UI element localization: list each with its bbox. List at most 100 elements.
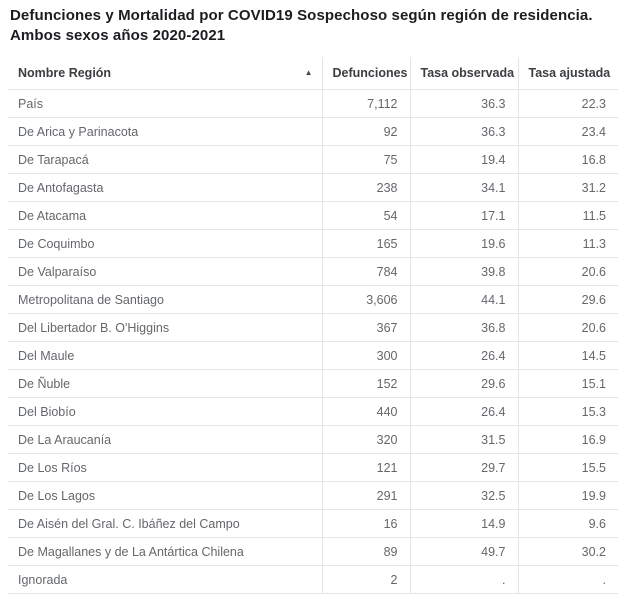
value-cell: 19.4 bbox=[409, 145, 518, 174]
region-name-cell: País bbox=[8, 89, 322, 118]
column-header-label: Tasa ajustada bbox=[528, 66, 611, 80]
region-name-cell: De Aisén del Gral. C. Ibáñez del Campo bbox=[8, 509, 322, 538]
value-cell: 19.6 bbox=[409, 229, 518, 258]
value-cell: 20.6 bbox=[517, 257, 618, 286]
table-row: País 7,112 36.3 22.3 bbox=[8, 89, 618, 118]
value-cell: 20.6 bbox=[517, 313, 618, 342]
value-cell: 75 bbox=[321, 145, 410, 174]
table-row: Metropolitana de Santiago 3,606 44.1 29.6 bbox=[8, 285, 618, 314]
column-header-defunciones[interactable]: Defunciones bbox=[321, 57, 410, 90]
value-cell: 36.3 bbox=[409, 89, 518, 118]
value-cell: 16.9 bbox=[517, 425, 618, 454]
value-cell: 11.5 bbox=[517, 201, 618, 230]
table-row: De La Araucanía 320 31.5 16.9 bbox=[8, 425, 618, 454]
region-name-cell: De Coquimbo bbox=[8, 229, 322, 258]
region-name-cell: Del Libertador B. O'Higgins bbox=[8, 313, 322, 342]
value-cell: 238 bbox=[321, 173, 410, 202]
value-cell: 17.1 bbox=[409, 201, 518, 230]
table-row: Ignorada 2.. bbox=[8, 565, 618, 594]
table-row: De Ñuble 152 29.6 15.1 bbox=[8, 369, 618, 398]
value-cell: 34.1 bbox=[409, 173, 518, 202]
value-cell: 300 bbox=[321, 341, 410, 370]
region-name-cell: Ignorada bbox=[8, 565, 322, 594]
value-cell: 16.8 bbox=[517, 145, 618, 174]
value-cell: 44.1 bbox=[409, 285, 518, 314]
value-cell: 7,112 bbox=[321, 89, 410, 118]
region-name-cell: De Ñuble bbox=[8, 369, 322, 398]
value-cell: 152 bbox=[321, 369, 410, 398]
table-row: Del Biobío 440 26.4 15.3 bbox=[8, 397, 618, 426]
table-row: De Antofagasta 238 34.1 31.2 bbox=[8, 173, 618, 202]
value-cell: 14.5 bbox=[517, 341, 618, 370]
value-cell: 14.9 bbox=[409, 509, 518, 538]
table-row: De Aisén del Gral. C. Ibáñez del Campo 16… bbox=[8, 509, 618, 538]
value-cell: 320 bbox=[321, 425, 410, 454]
region-name-cell: De Los Ríos bbox=[8, 453, 322, 482]
table-row: De Atacama 54 17.1 11.5 bbox=[8, 201, 618, 230]
value-cell: 29.6 bbox=[517, 285, 618, 314]
value-cell: 29.7 bbox=[409, 453, 518, 482]
value-cell: 29.6 bbox=[409, 369, 518, 398]
table-row: De Magallanes y de La Antártica Chilena 8… bbox=[8, 537, 618, 566]
region-name-cell: De Los Lagos bbox=[8, 481, 322, 510]
region-name-cell: Del Maule bbox=[8, 341, 322, 370]
region-name-cell: De Tarapacá bbox=[8, 145, 322, 174]
value-cell: 92 bbox=[321, 117, 410, 146]
value-cell: 291 bbox=[321, 481, 410, 510]
table-row: Del Maule 300 26.4 14.5 bbox=[8, 341, 618, 370]
value-cell: 367 bbox=[321, 313, 410, 342]
value-cell: 31.2 bbox=[517, 173, 618, 202]
table-row: Del Libertador B. O'Higgins 367 36.8 20.6 bbox=[8, 313, 618, 342]
value-cell: 32.5 bbox=[409, 481, 518, 510]
value-cell: 19.9 bbox=[517, 481, 618, 510]
value-cell: . bbox=[517, 565, 618, 594]
region-name-cell: De Arica y Parinacota bbox=[8, 117, 322, 146]
value-cell: 36.8 bbox=[409, 313, 518, 342]
value-cell: 15.3 bbox=[517, 397, 618, 426]
table-row: De Coquimbo 165 19.6 11.3 bbox=[8, 229, 618, 258]
value-cell: 121 bbox=[321, 453, 410, 482]
column-header-tasa-observada[interactable]: Tasa observada bbox=[409, 57, 518, 90]
region-name-cell: De Atacama bbox=[8, 201, 322, 230]
value-cell: . bbox=[409, 565, 518, 594]
region-name-cell: De Magallanes y de La Antártica Chilena bbox=[8, 537, 322, 566]
value-cell: 22.3 bbox=[517, 89, 618, 118]
value-cell: 39.8 bbox=[409, 257, 518, 286]
region-name-cell: De Valparaíso bbox=[8, 257, 322, 286]
table-body: País 7,112 36.3 22.3 De Arica y Parinacota 92… bbox=[8, 89, 618, 594]
value-cell: 3,606 bbox=[321, 285, 410, 314]
column-header-nombre-region[interactable]: Nombre Región ▲ bbox=[8, 57, 322, 90]
value-cell: 784 bbox=[321, 257, 410, 286]
sort-ascending-icon[interactable]: ▲ bbox=[304, 68, 313, 77]
page-title: Defunciones y Mortalidad por COVID19 Sos… bbox=[10, 7, 593, 44]
header-row: Nombre Región ▲ Defunciones Tasa observa… bbox=[8, 57, 618, 90]
column-header-label: Tasa observada bbox=[420, 66, 515, 80]
table-row: De Tarapacá 75 19.4 16.8 bbox=[8, 145, 618, 174]
value-cell: 15.1 bbox=[517, 369, 618, 398]
value-cell: 26.4 bbox=[409, 341, 518, 370]
table-row: De Valparaíso 784 39.8 20.6 bbox=[8, 257, 618, 286]
table-row: De Los Ríos 121 29.7 15.5 bbox=[8, 453, 618, 482]
value-cell: 440 bbox=[321, 397, 410, 426]
column-header-tasa-ajustada[interactable]: Tasa ajustada bbox=[517, 57, 618, 90]
value-cell: 16 bbox=[321, 509, 410, 538]
table-row: De Arica y Parinacota 92 36.3 23.4 bbox=[8, 117, 618, 146]
value-cell: 9.6 bbox=[517, 509, 618, 538]
region-name-cell: De La Araucanía bbox=[8, 425, 322, 454]
value-cell: 36.3 bbox=[409, 117, 518, 146]
mortality-table: Nombre Región ▲ Defunciones Tasa observa… bbox=[8, 57, 618, 594]
value-cell: 49.7 bbox=[409, 537, 518, 566]
value-cell: 89 bbox=[321, 537, 410, 566]
value-cell: 31.5 bbox=[409, 425, 518, 454]
value-cell: 30.2 bbox=[517, 537, 618, 566]
value-cell: 15.5 bbox=[517, 453, 618, 482]
table-row: De Los Lagos 291 32.5 19.9 bbox=[8, 481, 618, 510]
region-name-cell: De Antofagasta bbox=[8, 173, 322, 202]
value-cell: 165 bbox=[321, 229, 410, 258]
region-name-cell: Metropolitana de Santiago bbox=[8, 285, 322, 314]
column-header-label: Nombre Región bbox=[18, 66, 112, 80]
value-cell: 23.4 bbox=[517, 117, 618, 146]
value-cell: 2 bbox=[321, 565, 410, 594]
column-header-label: Defunciones bbox=[332, 66, 408, 80]
